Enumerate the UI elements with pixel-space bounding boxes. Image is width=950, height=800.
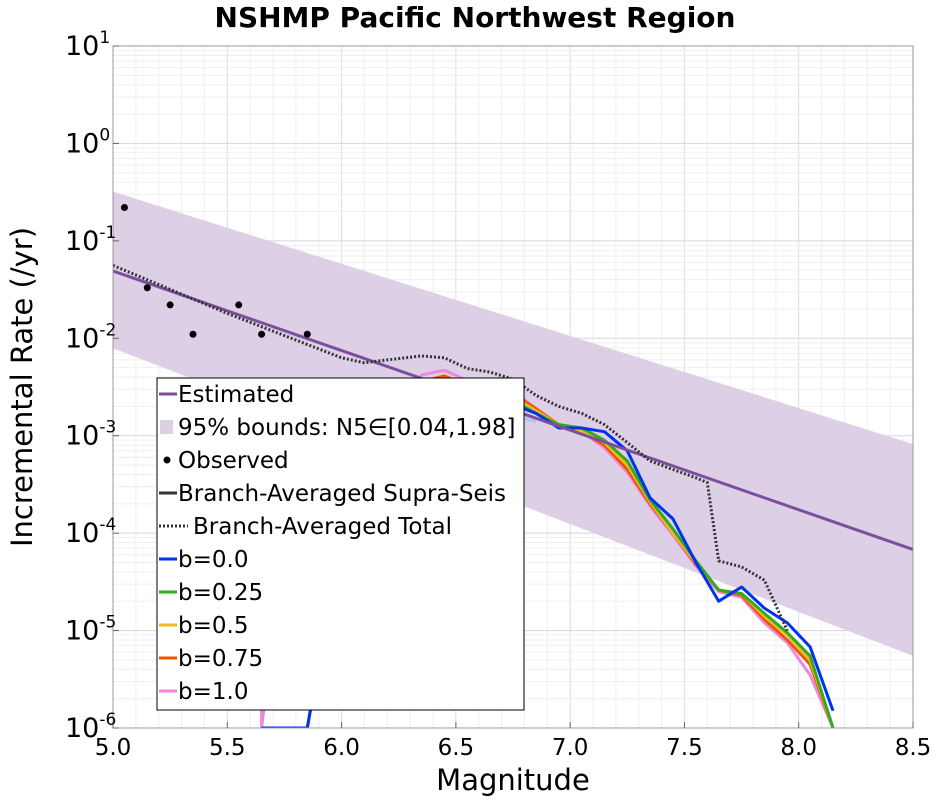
- legend-label: Branch-Averaged Total: [193, 514, 452, 540]
- legend-swatch: [160, 420, 173, 434]
- x-tick-label: 8.5: [895, 735, 932, 761]
- y-axis-label: Incremental Rate (/yr): [5, 227, 39, 547]
- observed-point: [166, 301, 174, 309]
- legend-swatch: [163, 456, 171, 464]
- y-tick-label: 100: [65, 125, 110, 159]
- y-tick-label: 101: [65, 28, 110, 62]
- observed-point: [120, 203, 128, 211]
- legend-label: Observed: [178, 448, 289, 474]
- legend-label: b=0.25: [178, 580, 263, 606]
- x-tick-label: 6.0: [323, 735, 360, 761]
- x-tick-label: 7.0: [552, 735, 589, 761]
- y-tick-label: 10-1: [65, 223, 116, 257]
- observed-point: [143, 284, 151, 292]
- x-axis-label: Magnitude: [436, 763, 590, 797]
- branch-averaged-total-line: [113, 264, 789, 632]
- observed-points-layer: [120, 203, 311, 338]
- chart-title: NSHMP Pacific Northwest Region: [215, 1, 736, 34]
- legend-label: 95% bounds: N5∈[0.04,1.98]: [178, 415, 515, 441]
- y-tick-label: 10-5: [65, 613, 116, 647]
- x-tick-label: 7.5: [666, 735, 703, 761]
- y-ticks: 10-6 10-5 10-4 10-3 10-2 10-1 100 101: [65, 28, 119, 744]
- observed-point: [303, 330, 311, 338]
- y-tick-label: 10-2: [65, 320, 116, 354]
- legend-label: Branch-Averaged Supra-Seis: [178, 481, 506, 507]
- observed-point: [258, 330, 266, 338]
- y-tick-label: 10-4: [65, 515, 116, 549]
- x-tick-label: 6.5: [438, 735, 475, 761]
- legend-label: b=0.75: [178, 646, 263, 672]
- y-tick-label: 10-6: [65, 710, 116, 744]
- observed-point: [235, 301, 243, 309]
- observed-point: [189, 330, 197, 338]
- y-tick-label: 10-3: [65, 418, 116, 452]
- legend-label: Estimated: [178, 382, 294, 408]
- x-tick-label: 8.0: [780, 735, 817, 761]
- x-tick-label: 5.0: [95, 735, 132, 761]
- x-tick-label: 5.5: [209, 735, 246, 761]
- legend: Estimated 95% bounds: N5∈[0.04,1.98] Obser…: [156, 377, 525, 711]
- plot-frame: [112, 45, 914, 729]
- legend-box: [156, 377, 525, 711]
- legend-label: b=1.0: [178, 679, 248, 705]
- legend-label: b=0.5: [178, 613, 248, 639]
- x-ticks: 5.0 5.5 6.0 6.5 7.0 7.5 8.0 8.5: [95, 722, 932, 761]
- legend-label: b=0.0: [178, 547, 248, 573]
